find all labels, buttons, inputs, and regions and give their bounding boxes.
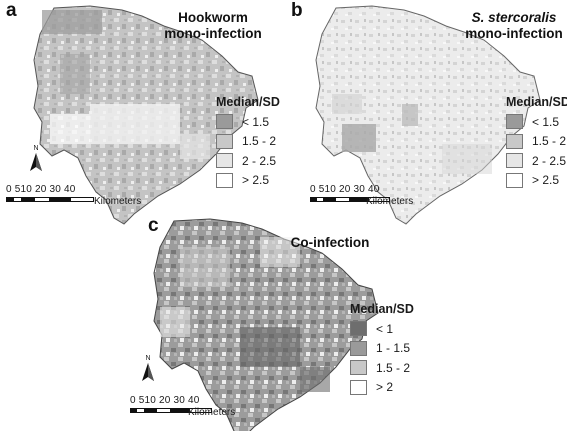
legend-item: 2 - 2.5 [506,151,567,171]
map-region-patch [260,237,300,267]
panel-a: a Hookworm mono-infection Median/SD < 1.… [0,0,283,225]
legend-item: 2 - 2.5 [216,151,280,171]
legend-swatch [506,133,523,149]
legend-item: > 2.5 [216,171,280,191]
scale-ticks: 0 510 20 30 40 [130,395,200,406]
legend-item: > 2.5 [506,171,567,191]
legend-item: 1.5 - 2 [216,132,280,152]
map-region-patch [180,247,230,287]
scale-bar: 0 510 20 30 40 Kilometers [6,184,146,214]
legend: Median/SD < 1.5 1.5 - 2 2 - 2.5 > 2.5 [216,95,280,190]
map-region-patch [332,94,362,114]
legend-label: < 1.5 [532,114,560,129]
legend-item: 1.5 - 2 [506,132,567,152]
map-co-infection [153,218,379,431]
legend-swatch [506,172,523,188]
north-label: N [33,145,39,152]
scale-ticks: 0 510 20 30 40 [310,184,380,195]
legend-swatch [216,153,233,169]
legend-swatch [350,360,367,376]
panel-title: Co-infection [270,235,390,251]
legend-swatch [506,153,523,169]
legend-label: < 1 [376,321,394,336]
map-region-patch [90,104,180,144]
map-region-patch [50,114,90,144]
title-line: Co-infection [290,235,370,250]
map-s-stercoralis [315,5,541,225]
legend: Median/SD < 1 1 - 1.5 1.5 - 2 > 2 [350,302,414,397]
legend-swatch [216,133,233,149]
panel-title: Hookworm mono-infection [158,10,268,42]
legend-label: 2 - 2.5 [242,153,277,168]
legend-label: < 1.5 [242,114,270,129]
map-region-patch [60,54,90,94]
legend-item: 1 - 1.5 [350,339,414,359]
north-arrow-icon [142,363,154,381]
legend-label: 2 - 2.5 [532,153,567,168]
panel-label: c [148,215,159,236]
legend-label: 1.5 - 2 [242,134,277,149]
legend-swatch [350,321,367,337]
north-arrow: N [28,145,44,175]
legend-item: < 1.5 [506,112,567,132]
scale-ticks: 0 510 20 30 40 [6,184,76,195]
map-region-patch [240,327,300,367]
scale-unit: Kilometers [188,407,236,418]
panel-label: b [291,0,303,21]
legend-item: < 1 [350,319,414,339]
panel-b: b S. stercoralis mono-infection Median/S… [284,0,567,225]
legend-title: Median/SD [506,95,567,109]
map-region-patch [442,144,492,174]
north-arrow: N [140,355,156,385]
scale-bar: 0 510 20 30 40 Kilometers [310,184,450,214]
scale-bar-graphic [310,197,390,202]
legend-label: 1.5 - 2 [532,134,567,149]
north-label: N [145,355,151,362]
title-line: mono-infection [465,26,563,41]
legend-label: 1.5 - 2 [376,360,411,375]
scale-bar: 0 510 20 30 40 Kilometers [130,395,280,425]
scale-bar-graphic [130,408,212,413]
legend-item: < 1.5 [216,112,280,132]
legend-item: > 2 [350,378,414,398]
legend-title: Median/SD [216,95,280,109]
title-line: mono-infection [164,26,262,41]
legend-swatch [350,379,367,395]
panel-c: c Co-infection Median/SD < 1 1 - 1.5 1.5… [120,215,460,431]
scale-bar-graphic [6,197,94,202]
title-line: S. stercoralis [471,10,557,25]
legend: Median/SD < 1.5 1.5 - 2 2 - 2.5 > 2.5 [506,95,567,190]
panel-label: a [6,0,17,21]
legend-swatch [350,340,367,356]
north-arrow-icon [30,153,42,171]
title-line: Hookworm [178,10,248,25]
legend-swatch [216,172,233,188]
scale-unit: Kilometers [94,196,142,207]
map-region-patch [342,124,376,152]
legend-label: 1 - 1.5 [376,341,411,356]
map-region-patch [160,307,190,337]
legend-title: Median/SD [350,302,414,316]
map-region-patch [402,104,418,126]
scale-unit: Kilometers [366,196,414,207]
legend-label: > 2.5 [242,173,270,188]
map-region-patch [300,367,330,392]
legend-label: > 2.5 [532,173,560,188]
map-region-patch [42,10,102,34]
legend-swatch [216,114,233,130]
map-region-patch [180,134,210,159]
legend-label: > 2 [376,380,394,395]
legend-item: 1.5 - 2 [350,358,414,378]
panel-title: S. stercoralis mono-infection [464,10,564,42]
legend-swatch [506,114,523,130]
map-hookworm [33,5,259,225]
